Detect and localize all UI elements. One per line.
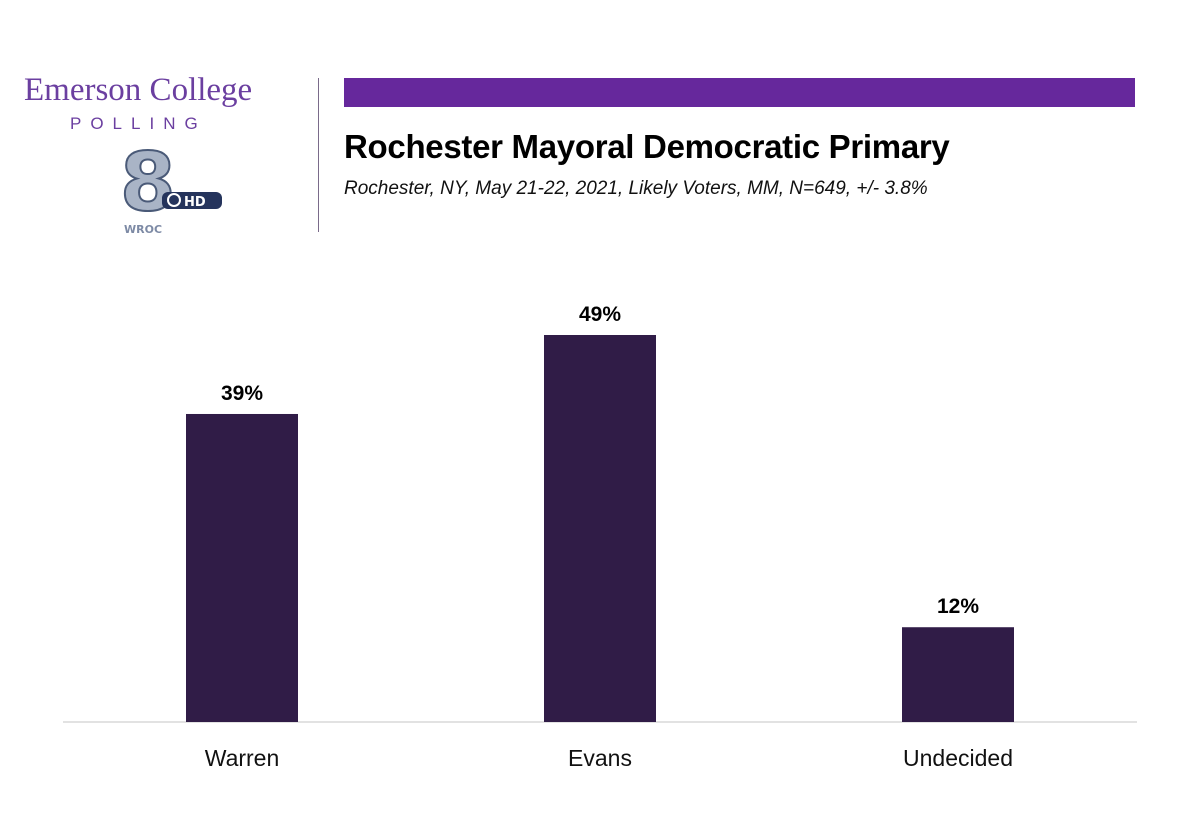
x-tick-label-undecided: Undecided xyxy=(903,745,1013,771)
accent-band xyxy=(344,78,1135,107)
bar-undecided xyxy=(902,627,1014,722)
station-logo: 8 HD WROC xyxy=(118,135,228,241)
hd-badge-text: HD xyxy=(184,195,206,210)
x-tick-label-evans: Evans xyxy=(568,745,632,771)
data-label-evans: 49% xyxy=(579,303,621,326)
data-label-undecided: 12% xyxy=(937,595,979,618)
station-number: 8 xyxy=(120,148,176,229)
station-call-letters: WROC xyxy=(124,223,162,236)
chart-title: Rochester Mayoral Democratic Primary xyxy=(344,128,950,165)
eye-icon xyxy=(167,193,181,207)
bar-warren xyxy=(186,413,298,722)
bar-evans xyxy=(544,335,656,722)
x-tick-label-warren: Warren xyxy=(205,745,280,771)
brand-subtitle: POLLING xyxy=(70,114,207,133)
data-label-warren: 39% xyxy=(221,382,263,405)
brand-name: Emerson College xyxy=(24,72,253,108)
chart-subtitle: Rochester, NY, May 21-22, 2021, Likely V… xyxy=(344,178,928,199)
header-divider xyxy=(318,78,319,232)
